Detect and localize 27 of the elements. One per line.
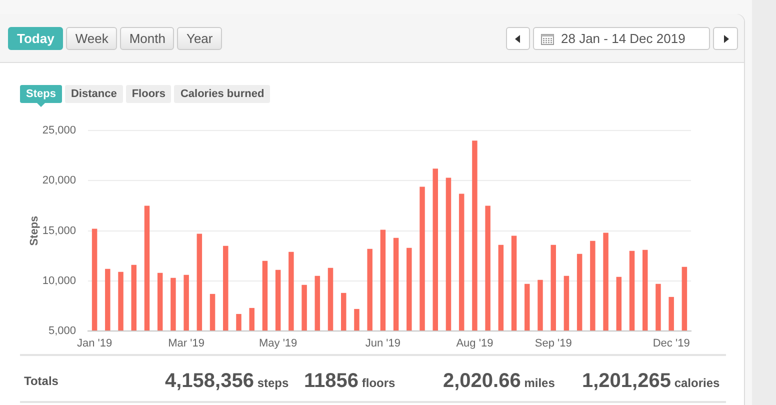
text: 11856 floors bbox=[304, 370, 396, 392]
y-tick-label: 15,000 bbox=[42, 224, 76, 237]
text: Totals bbox=[24, 374, 58, 388]
previous-button[interactable] bbox=[506, 27, 530, 50]
x-tick-label: Jan '19 bbox=[76, 338, 112, 350]
x-tick-label: Aug '19 bbox=[456, 338, 494, 350]
period-button[interactable]: Week bbox=[66, 27, 118, 50]
text: 2,020.66 miles bbox=[443, 370, 555, 392]
metric-tab[interactable]: Calories burned bbox=[174, 85, 270, 103]
y-tick-label: 10,000 bbox=[42, 274, 76, 287]
y-tick-label: 25,000 bbox=[42, 124, 76, 137]
period-button[interactable]: Year bbox=[177, 27, 222, 50]
y-axis-title: Steps bbox=[28, 216, 41, 246]
text: 1,201,265 calories bbox=[582, 370, 720, 392]
x-tick-label: Jun '19 bbox=[365, 338, 401, 350]
date-range-field[interactable]: 28 Jan - 14 Dec 2019 bbox=[533, 27, 710, 50]
metric-tab[interactable]: Distance bbox=[64, 85, 123, 103]
text: 4,158,356 steps bbox=[165, 370, 289, 392]
y-tick-label: 20,000 bbox=[42, 174, 76, 187]
x-tick-label: Mar '19 bbox=[168, 338, 204, 350]
x-tick-label: Sep '19 bbox=[534, 338, 572, 350]
x-tick-label: May '19 bbox=[258, 338, 298, 350]
x-tick-label: Dec '19 bbox=[652, 338, 690, 350]
y-tick-label: 5,000 bbox=[48, 325, 76, 338]
metric-tab[interactable]: Floors bbox=[126, 85, 172, 103]
period-button[interactable]: Month bbox=[120, 27, 174, 50]
next-button[interactable] bbox=[713, 27, 738, 50]
